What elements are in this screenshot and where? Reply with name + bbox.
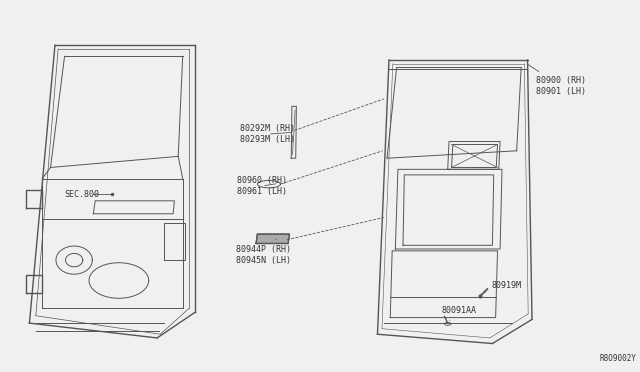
Polygon shape xyxy=(256,234,289,243)
Text: 80091AA: 80091AA xyxy=(442,307,476,320)
Text: R8O9002Y: R8O9002Y xyxy=(599,354,636,363)
Text: 80900 (RH)
80901 (LH): 80900 (RH) 80901 (LH) xyxy=(528,64,586,96)
Text: 80919M: 80919M xyxy=(484,281,521,292)
Text: 80292M (RH)
80293M (LH): 80292M (RH) 80293M (LH) xyxy=(240,124,295,144)
Point xyxy=(474,294,484,299)
Text: 80960 (RH)
80961 (LH): 80960 (RH) 80961 (LH) xyxy=(237,176,287,196)
Text: 80944P (RH)
80945N (LH): 80944P (RH) 80945N (LH) xyxy=(236,239,291,264)
Text: SEC.800: SEC.800 xyxy=(65,190,100,199)
